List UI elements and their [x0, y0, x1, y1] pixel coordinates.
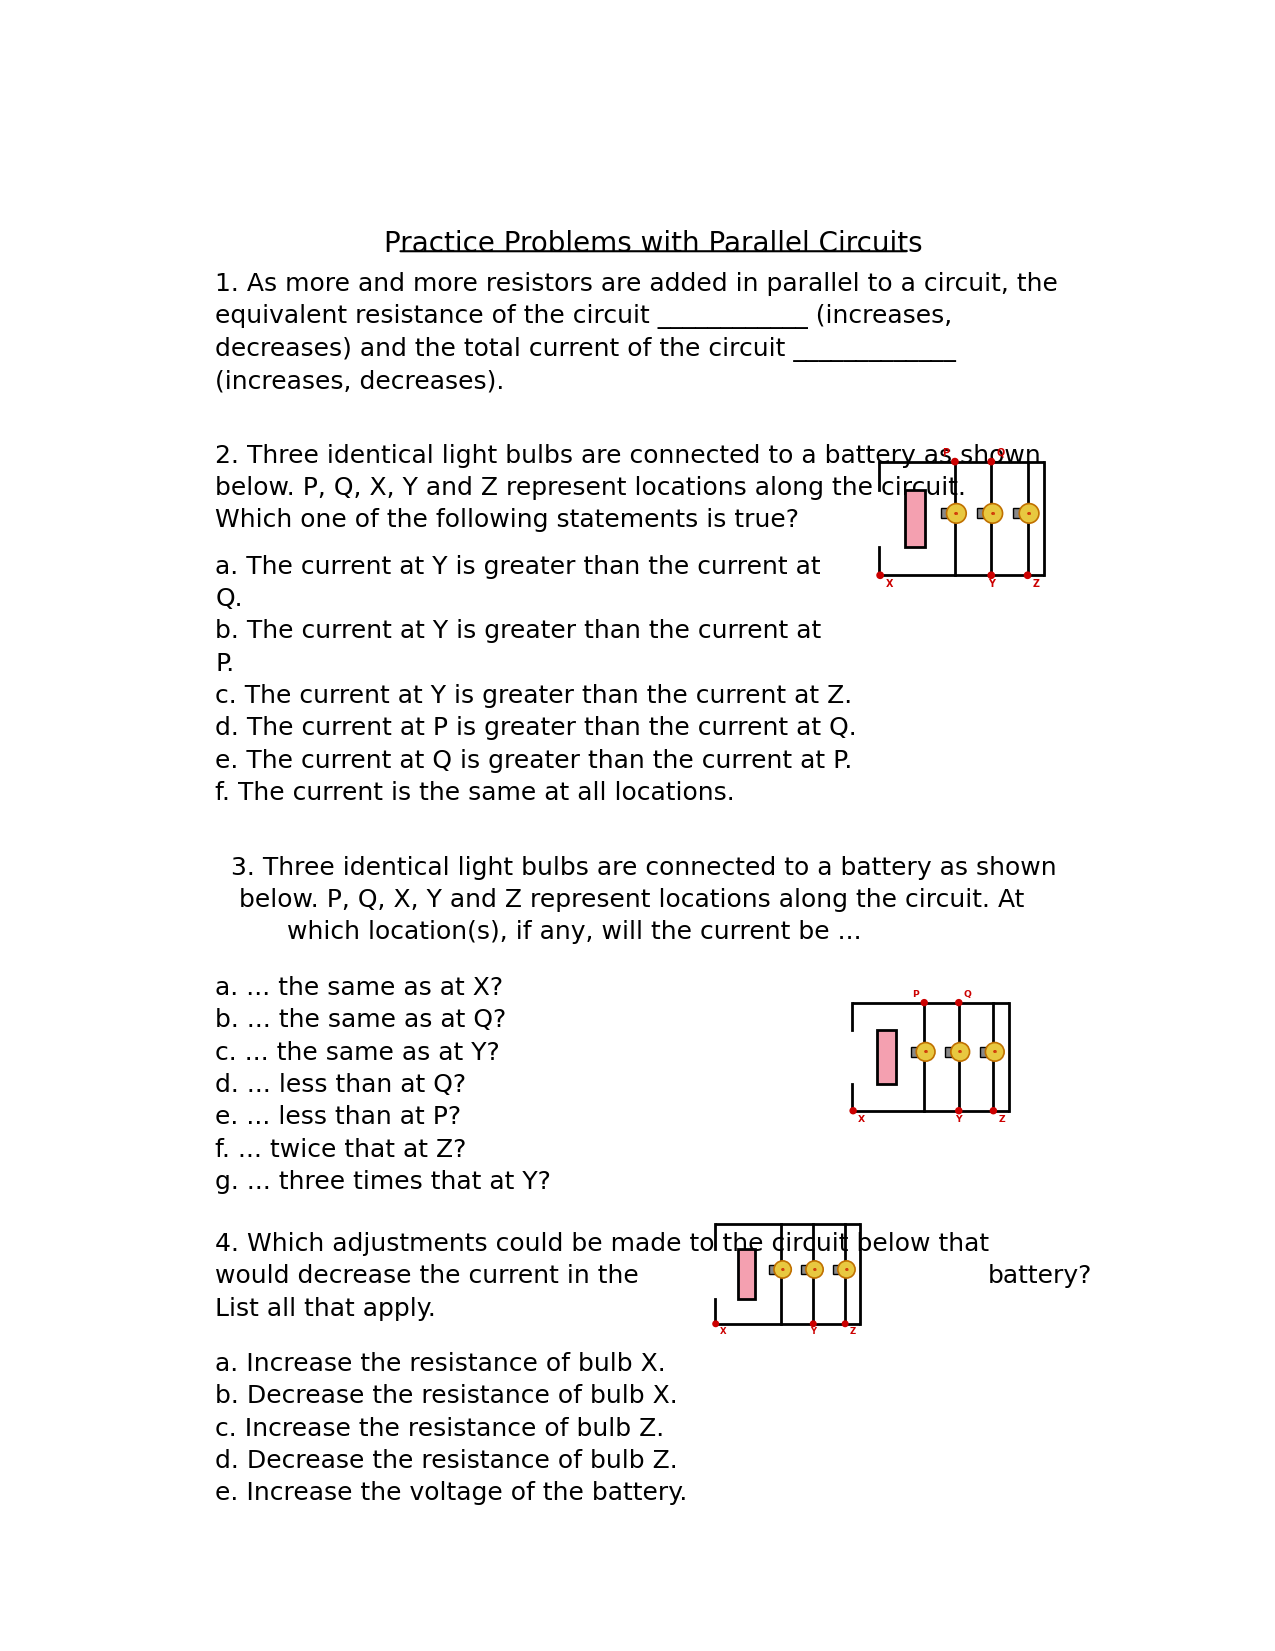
Bar [945, 1047, 954, 1057]
Text: Z: Z [1033, 580, 1040, 589]
Text: decreases) and the total current of the circuit _____________: decreases) and the total current of the … [215, 337, 956, 362]
Text: e: e [812, 1266, 816, 1271]
Circle shape [983, 504, 1002, 523]
Bar [1014, 509, 1023, 518]
Text: d. ... less than at Q?: d. ... less than at Q? [215, 1073, 467, 1096]
Text: d. Decrease the resistance of bulb Z.: d. Decrease the resistance of bulb Z. [215, 1450, 678, 1473]
Text: e: e [991, 510, 995, 515]
Bar [941, 509, 950, 518]
Circle shape [843, 1321, 848, 1326]
Text: 1. As more and more resistors are added in parallel to a circuit, the: 1. As more and more resistors are added … [215, 272, 1058, 296]
Text: P: P [913, 989, 919, 999]
Circle shape [1019, 504, 1039, 523]
Text: e: e [780, 1266, 784, 1271]
Text: equivalent resistance of the circuit ____________ (increases,: equivalent resistance of the circuit ___… [215, 304, 952, 330]
Text: a. Increase the resistance of bulb X.: a. Increase the resistance of bulb X. [215, 1352, 666, 1375]
Text: c. Increase the resistance of bulb Z.: c. Increase the resistance of bulb Z. [215, 1417, 664, 1441]
Text: below. P, Q, X, Y and Z represent locations along the circuit.: below. P, Q, X, Y and Z represent locati… [215, 475, 966, 500]
Text: Q: Q [996, 447, 1005, 457]
Text: P: P [942, 447, 950, 457]
Text: Q: Q [964, 989, 972, 999]
Text: which location(s), if any, will the current be ...: which location(s), if any, will the curr… [215, 920, 862, 944]
Text: e: e [923, 1050, 928, 1055]
Text: X: X [720, 1327, 727, 1336]
Bar [877, 1030, 896, 1083]
Circle shape [806, 1261, 824, 1278]
Circle shape [850, 1108, 856, 1114]
Text: c. ... the same as at Y?: c. ... the same as at Y? [215, 1040, 500, 1065]
Text: (increases, decreases).: (increases, decreases). [215, 370, 505, 393]
Circle shape [951, 459, 958, 466]
Circle shape [917, 1042, 935, 1062]
Text: a. The current at Y is greater than the current at: a. The current at Y is greater than the … [215, 555, 821, 578]
Text: b. Decrease the resistance of bulb X.: b. Decrease the resistance of bulb X. [215, 1384, 678, 1408]
Text: e: e [993, 1050, 997, 1055]
Text: e: e [844, 1266, 848, 1271]
Circle shape [951, 1042, 969, 1062]
Text: c. The current at Y is greater than the current at Z.: c. The current at Y is greater than the … [215, 684, 853, 708]
Circle shape [956, 1108, 961, 1114]
Bar [801, 1265, 808, 1275]
Text: b. The current at Y is greater than the current at: b. The current at Y is greater than the … [215, 619, 821, 644]
Text: e. Increase the voltage of the battery.: e. Increase the voltage of the battery. [215, 1481, 687, 1506]
Text: e: e [954, 510, 959, 515]
Text: Z: Z [998, 1114, 1005, 1124]
Text: d. The current at P is greater than the current at Q.: d. The current at P is greater than the … [215, 717, 857, 740]
Text: Y: Y [955, 1114, 963, 1124]
Text: would decrease the current in the: would decrease the current in the [215, 1265, 639, 1288]
Circle shape [988, 573, 994, 578]
Text: P.: P. [215, 652, 235, 675]
Text: 2. Three identical light bulbs are connected to a battery as shown: 2. Three identical light bulbs are conne… [215, 444, 1040, 467]
Bar [910, 1047, 919, 1057]
Text: below. P, Q, X, Y and Z represent locations along the circuit. At: below. P, Q, X, Y and Z represent locati… [215, 888, 1025, 911]
Text: battery?: battery? [987, 1265, 1091, 1288]
Text: 4. Which adjustments could be made to the circuit below that: 4. Which adjustments could be made to th… [215, 1232, 989, 1256]
Circle shape [838, 1261, 856, 1278]
Circle shape [986, 1042, 1005, 1062]
Text: e. The current at Q is greater than the current at P.: e. The current at Q is greater than the … [215, 748, 853, 773]
Text: e: e [1026, 510, 1031, 515]
Text: b. ... the same as at Q?: b. ... the same as at Q? [215, 1009, 506, 1032]
Text: Y: Y [810, 1327, 816, 1336]
Bar [833, 1265, 840, 1275]
Text: g. ... three times that at Y?: g. ... three times that at Y? [215, 1171, 551, 1194]
Circle shape [713, 1321, 719, 1326]
Circle shape [1024, 573, 1030, 578]
Bar [905, 490, 926, 546]
Text: e. ... less than at P?: e. ... less than at P? [215, 1105, 462, 1129]
Text: f. The current is the same at all locations.: f. The current is the same at all locati… [215, 781, 734, 806]
Circle shape [956, 999, 961, 1005]
Text: a. ... the same as at X?: a. ... the same as at X? [215, 976, 504, 1001]
Text: Z: Z [850, 1327, 856, 1336]
Text: X: X [858, 1114, 866, 1124]
Bar [977, 509, 986, 518]
Circle shape [811, 1321, 816, 1326]
Text: Practice Problems with Parallel Circuits: Practice Problems with Parallel Circuits [384, 229, 923, 258]
Text: Q.: Q. [215, 588, 242, 611]
Bar [769, 1265, 776, 1275]
Circle shape [877, 573, 884, 578]
Circle shape [922, 999, 927, 1005]
Bar [737, 1248, 755, 1299]
Text: e: e [959, 1050, 963, 1055]
Circle shape [774, 1261, 792, 1278]
Text: 3. Three identical light bulbs are connected to a battery as shown: 3. Three identical light bulbs are conne… [215, 855, 1057, 880]
Circle shape [991, 1108, 996, 1114]
Bar [979, 1047, 988, 1057]
Text: Which one of the following statements is true?: Which one of the following statements is… [215, 509, 799, 532]
Text: Y: Y [988, 580, 994, 589]
Circle shape [946, 504, 966, 523]
Text: f. ... twice that at Z?: f. ... twice that at Z? [215, 1138, 467, 1162]
Circle shape [988, 459, 994, 466]
Text: List all that apply.: List all that apply. [215, 1296, 436, 1321]
Text: X: X [885, 580, 892, 589]
